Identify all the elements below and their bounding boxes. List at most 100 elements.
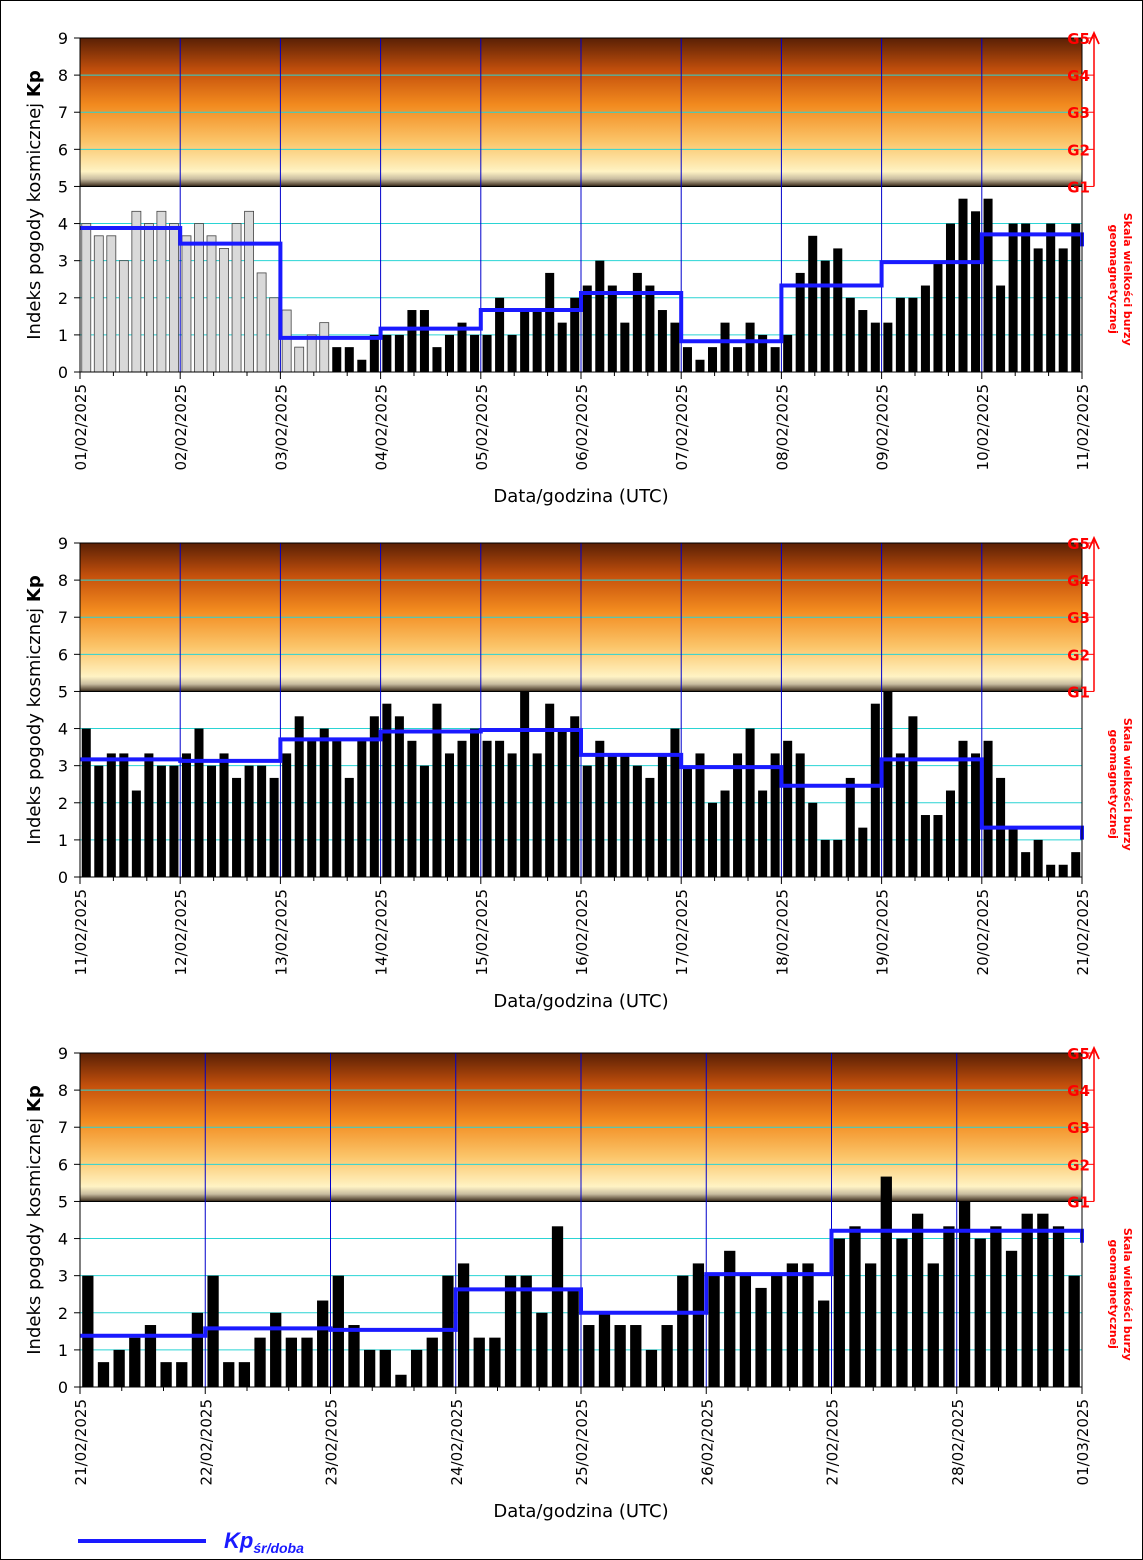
- kp-bar: [181, 753, 191, 877]
- y-axis-label: Indeks pogody kosmicznej Kp: [24, 1085, 45, 1355]
- kp-bar: [238, 1362, 251, 1387]
- kp-daily-average-line: [80, 1228, 1084, 1338]
- kp-bar: [607, 285, 617, 372]
- kp-bar: [369, 334, 379, 372]
- kp-bar: [194, 223, 204, 373]
- kp-bar: [958, 198, 968, 372]
- y-axis-label-text: Indeks pogody kosmicznej: [24, 602, 45, 845]
- x-axis-label: Data/godzina (UTC): [493, 486, 668, 507]
- kp-bar: [808, 235, 818, 372]
- kp-bar: [943, 1226, 955, 1387]
- kp-bar: [733, 347, 743, 372]
- kp-bar: [1021, 223, 1031, 372]
- kp-bar: [551, 1226, 564, 1387]
- kp-bar: [883, 322, 893, 372]
- kp-bar: [495, 740, 505, 877]
- storm-scale-label: Skala wielkości burzygeomagnetycznej: [1107, 1228, 1134, 1361]
- kp-bar: [194, 728, 204, 877]
- kp-bar: [557, 322, 567, 372]
- kp-bar: [536, 1312, 548, 1387]
- kp-bar: [507, 334, 517, 372]
- kp-bar: [990, 1226, 1002, 1387]
- y-tick-label: 0: [58, 868, 68, 887]
- kp-bar: [996, 285, 1006, 372]
- kp-bar: [244, 210, 254, 373]
- x-tick-label: 25/02/2025: [573, 1399, 591, 1485]
- x-tick-label: 24/02/2025: [448, 1399, 466, 1485]
- kp-bar: [254, 1337, 266, 1387]
- kp-bar: [974, 1238, 986, 1387]
- kp-bar: [457, 322, 467, 372]
- storm-level-label: G3: [1067, 104, 1090, 122]
- kp-bar: [692, 1263, 705, 1387]
- y-tick-label: 9: [58, 29, 68, 48]
- kp-bar: [382, 334, 392, 372]
- kp-bar: [231, 223, 242, 373]
- storm-scale-label: Skala wielkości burzygeomagnetycznej: [1107, 213, 1134, 346]
- y-tick-label: 4: [58, 720, 68, 739]
- kp-bar: [119, 753, 129, 877]
- y-tick-label: 8: [58, 571, 68, 590]
- kp-bar: [1033, 839, 1043, 877]
- kp-bar: [306, 334, 317, 373]
- y-axis-label-text: Indeks pogody kosmicznej: [24, 97, 45, 340]
- kp-bar: [357, 740, 367, 877]
- x-tick-label: 05/02/2025: [473, 384, 491, 470]
- kp-bar: [106, 753, 116, 877]
- x-axis-label: Data/godzina (UTC): [493, 991, 668, 1012]
- kp-bar: [557, 728, 567, 877]
- kp-bar: [895, 753, 905, 877]
- y-tick-label: 5: [58, 682, 68, 701]
- kp-bar: [81, 728, 91, 877]
- x-tick-label: 12/02/2025: [172, 889, 190, 975]
- kp-bar: [971, 753, 981, 877]
- storm-level-label: G5: [1067, 535, 1090, 553]
- kp-bar: [307, 740, 317, 877]
- kp-bar: [206, 235, 217, 373]
- kp-bar: [282, 753, 292, 877]
- kp-bar: [708, 802, 718, 877]
- kp-bar: [1033, 248, 1043, 372]
- x-tick-label: 15/02/2025: [473, 889, 491, 975]
- kp-bar: [614, 1325, 626, 1387]
- kp-bar: [369, 716, 379, 877]
- kp-bar: [1068, 1275, 1080, 1387]
- kp-bar: [870, 703, 880, 877]
- x-tick-label: 22/02/2025: [197, 1399, 215, 1485]
- kp-bar: [432, 703, 442, 877]
- kp-bar: [745, 728, 755, 877]
- kp-daily-average-line: [80, 728, 1084, 840]
- kp-bar: [1071, 852, 1081, 877]
- kp-bar: [720, 790, 730, 877]
- y-tick-label: 2: [58, 1304, 68, 1323]
- kp-bar: [645, 285, 655, 372]
- kp-bar: [269, 297, 280, 373]
- kp-bar: [332, 347, 342, 372]
- y-tick-label: 6: [58, 140, 68, 159]
- kp-bar: [770, 753, 780, 877]
- kp-bar: [232, 777, 242, 877]
- kp-bar: [294, 346, 305, 373]
- kp-bar: [758, 790, 768, 877]
- kp-bar: [818, 1300, 830, 1387]
- kp-bar: [657, 310, 667, 372]
- kp-bar: [567, 1287, 579, 1387]
- kp-bar: [118, 260, 129, 373]
- kp-bar: [131, 790, 141, 877]
- legend-label-main: Kp: [224, 1528, 253, 1553]
- storm-scale-label-line: Skala wielkości burzy: [1121, 1228, 1134, 1361]
- y-tick-label: 0: [58, 363, 68, 382]
- kp-bar: [444, 753, 454, 877]
- y-tick-label: 1: [58, 831, 68, 850]
- kp-bar: [97, 1362, 110, 1387]
- x-tick-label: 13/02/2025: [272, 889, 290, 975]
- x-tick-label: 28/02/2025: [949, 1399, 967, 1485]
- kp-bar: [795, 753, 805, 877]
- x-tick-label: 07/02/2025: [673, 384, 691, 470]
- y-tick-label: 2: [58, 794, 68, 813]
- kp-bar: [379, 1349, 391, 1387]
- x-tick-label: 20/02/2025: [974, 889, 992, 975]
- y-tick-label: 7: [58, 1118, 68, 1137]
- x-tick-label: 08/02/2025: [773, 384, 791, 470]
- kp-bar: [1008, 223, 1018, 372]
